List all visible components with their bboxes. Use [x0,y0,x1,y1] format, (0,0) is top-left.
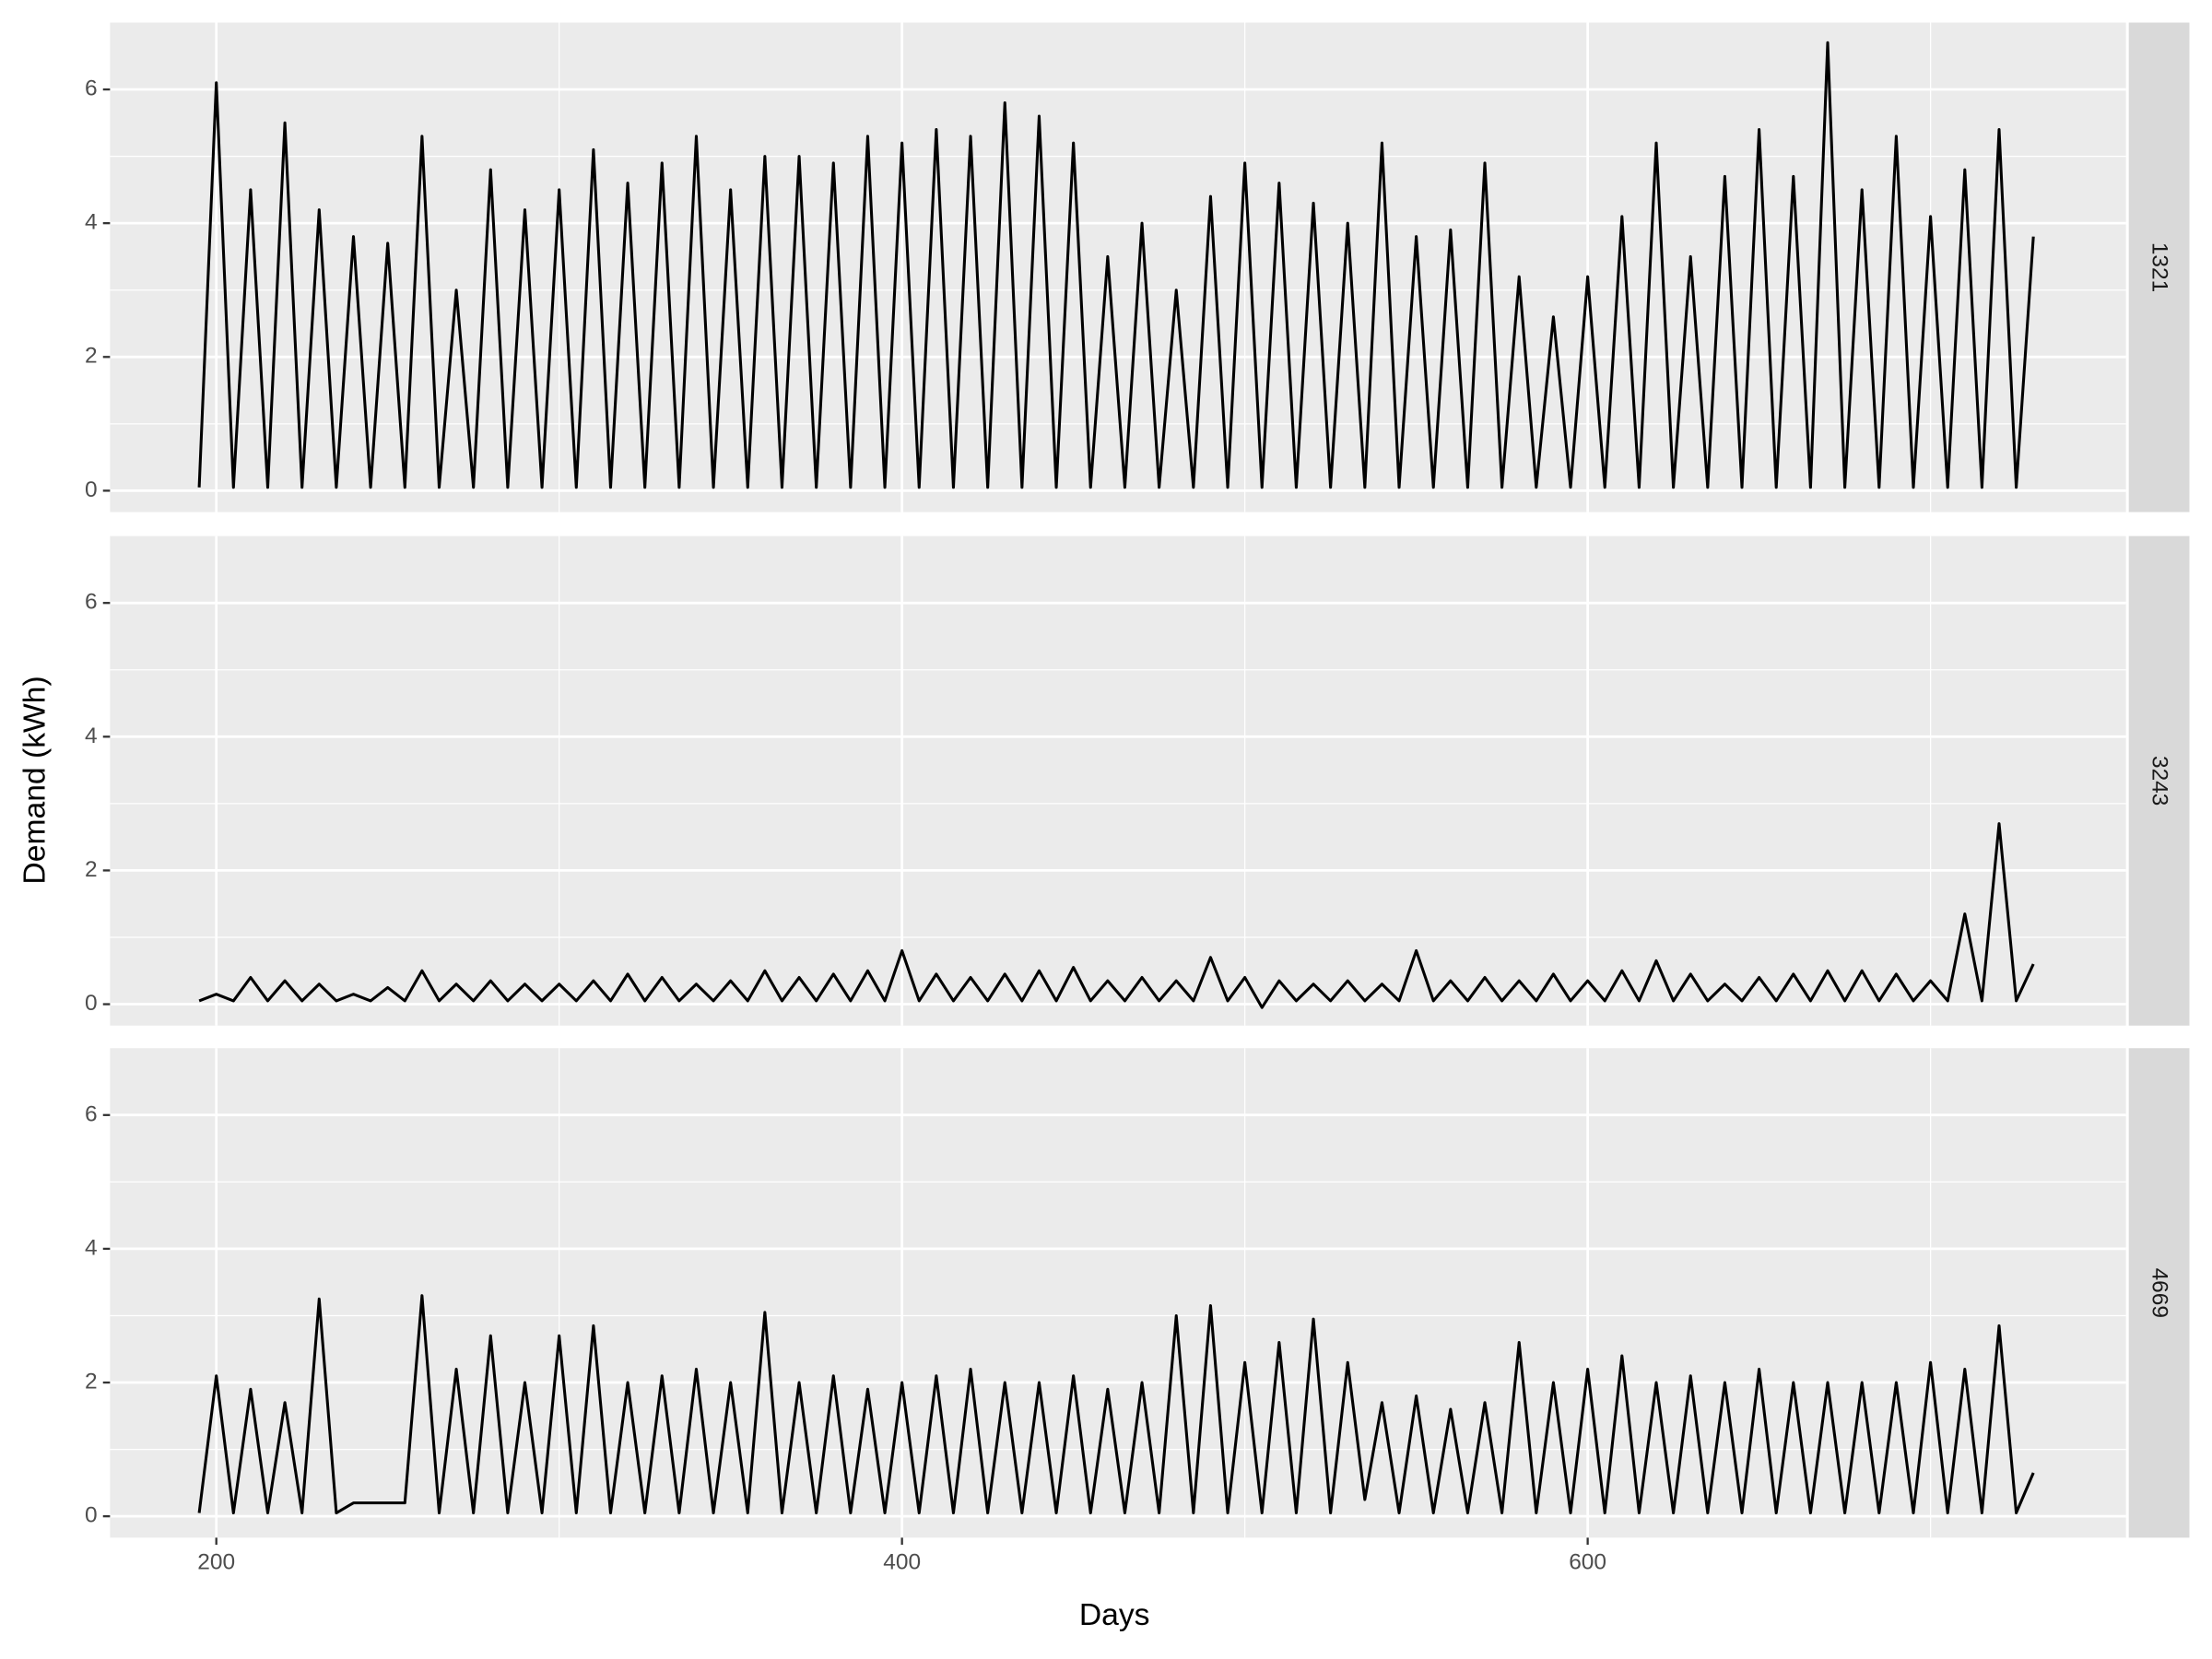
line [197,41,2035,489]
y-tick-label: 2 [85,857,98,882]
x-axis-title: Days [1079,1598,1150,1632]
x-tick-label: 600 [1569,1549,1606,1574]
panel [110,22,2126,512]
y-tick-label: 6 [85,76,98,101]
y-axis-title: Demand (kWh) [18,676,53,884]
y-tick-label: 4 [85,1235,98,1260]
strip-label: 3243 [2147,756,2171,806]
strip [2128,535,2190,1026]
y-tick-label: 2 [85,344,98,369]
x-tick-label: 400 [883,1549,921,1574]
y-tick-label: 0 [85,1503,98,1528]
y-tick-label: 6 [85,1101,98,1126]
strip-label: 1321 [2147,242,2171,292]
strip [2128,22,2190,512]
x-tick-label: 200 [197,1549,235,1574]
strip [2128,1048,2190,1538]
y-tick-label: 2 [85,1370,98,1394]
y-tick-label: 0 [85,477,98,502]
y-tick-label: 6 [85,590,98,615]
y-tick-label: 0 [85,991,98,1016]
y-tick-label: 4 [85,210,98,235]
y-tick-label: 4 [85,724,98,748]
panel [110,535,2126,1026]
strip-label: 4669 [2147,1268,2171,1318]
line [197,1294,2035,1515]
line [198,822,2035,1009]
